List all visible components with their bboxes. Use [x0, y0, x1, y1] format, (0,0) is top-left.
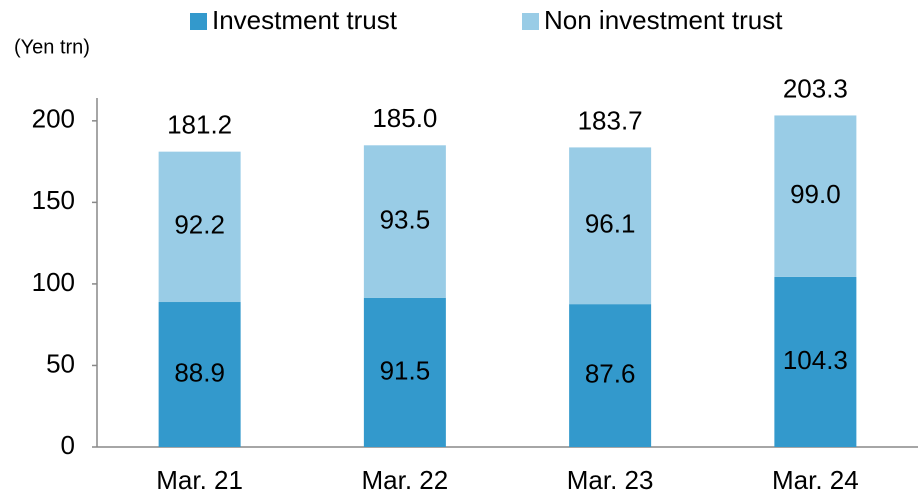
data-label: 88.9 — [174, 357, 225, 387]
bar-segment — [363, 297, 446, 447]
x-tick-label: Mar. 22 — [362, 465, 449, 495]
y-tick-label: 0 — [61, 430, 75, 460]
bar-segment — [774, 276, 857, 447]
data-label: 92.2 — [174, 210, 225, 240]
legend-label: Investment trust — [212, 5, 398, 35]
data-label: 104.3 — [783, 345, 848, 375]
x-tick-label: Mar. 21 — [156, 465, 243, 495]
y-tick-label: 50 — [46, 348, 75, 378]
legend-label: Non investment trust — [544, 5, 783, 35]
data-label: 99.0 — [790, 179, 841, 209]
data-label: 96.1 — [585, 209, 636, 239]
total-label: 185.0 — [372, 103, 437, 133]
total-label: 183.7 — [578, 105, 643, 135]
data-label: 93.5 — [380, 204, 431, 234]
y-tick-label: 200 — [32, 104, 75, 134]
y-unit-label: (Yen trn) — [14, 36, 90, 58]
bar-segment — [569, 304, 652, 447]
data-label: 87.6 — [585, 358, 636, 388]
total-label: 181.2 — [167, 109, 232, 139]
bar-segment — [158, 302, 241, 447]
y-tick-label: 150 — [32, 185, 75, 215]
bar-segment — [569, 147, 652, 305]
data-label: 91.5 — [380, 355, 431, 385]
legend-swatch — [190, 13, 207, 30]
y-tick-label: 100 — [32, 267, 75, 297]
x-tick-label: Mar. 23 — [567, 465, 654, 495]
total-label: 203.3 — [783, 73, 848, 103]
x-tick-label: Mar. 24 — [772, 465, 859, 495]
bar-segment — [363, 145, 446, 298]
bar-segment — [158, 151, 241, 303]
legend-swatch — [522, 13, 539, 30]
bar-segment — [774, 115, 857, 277]
